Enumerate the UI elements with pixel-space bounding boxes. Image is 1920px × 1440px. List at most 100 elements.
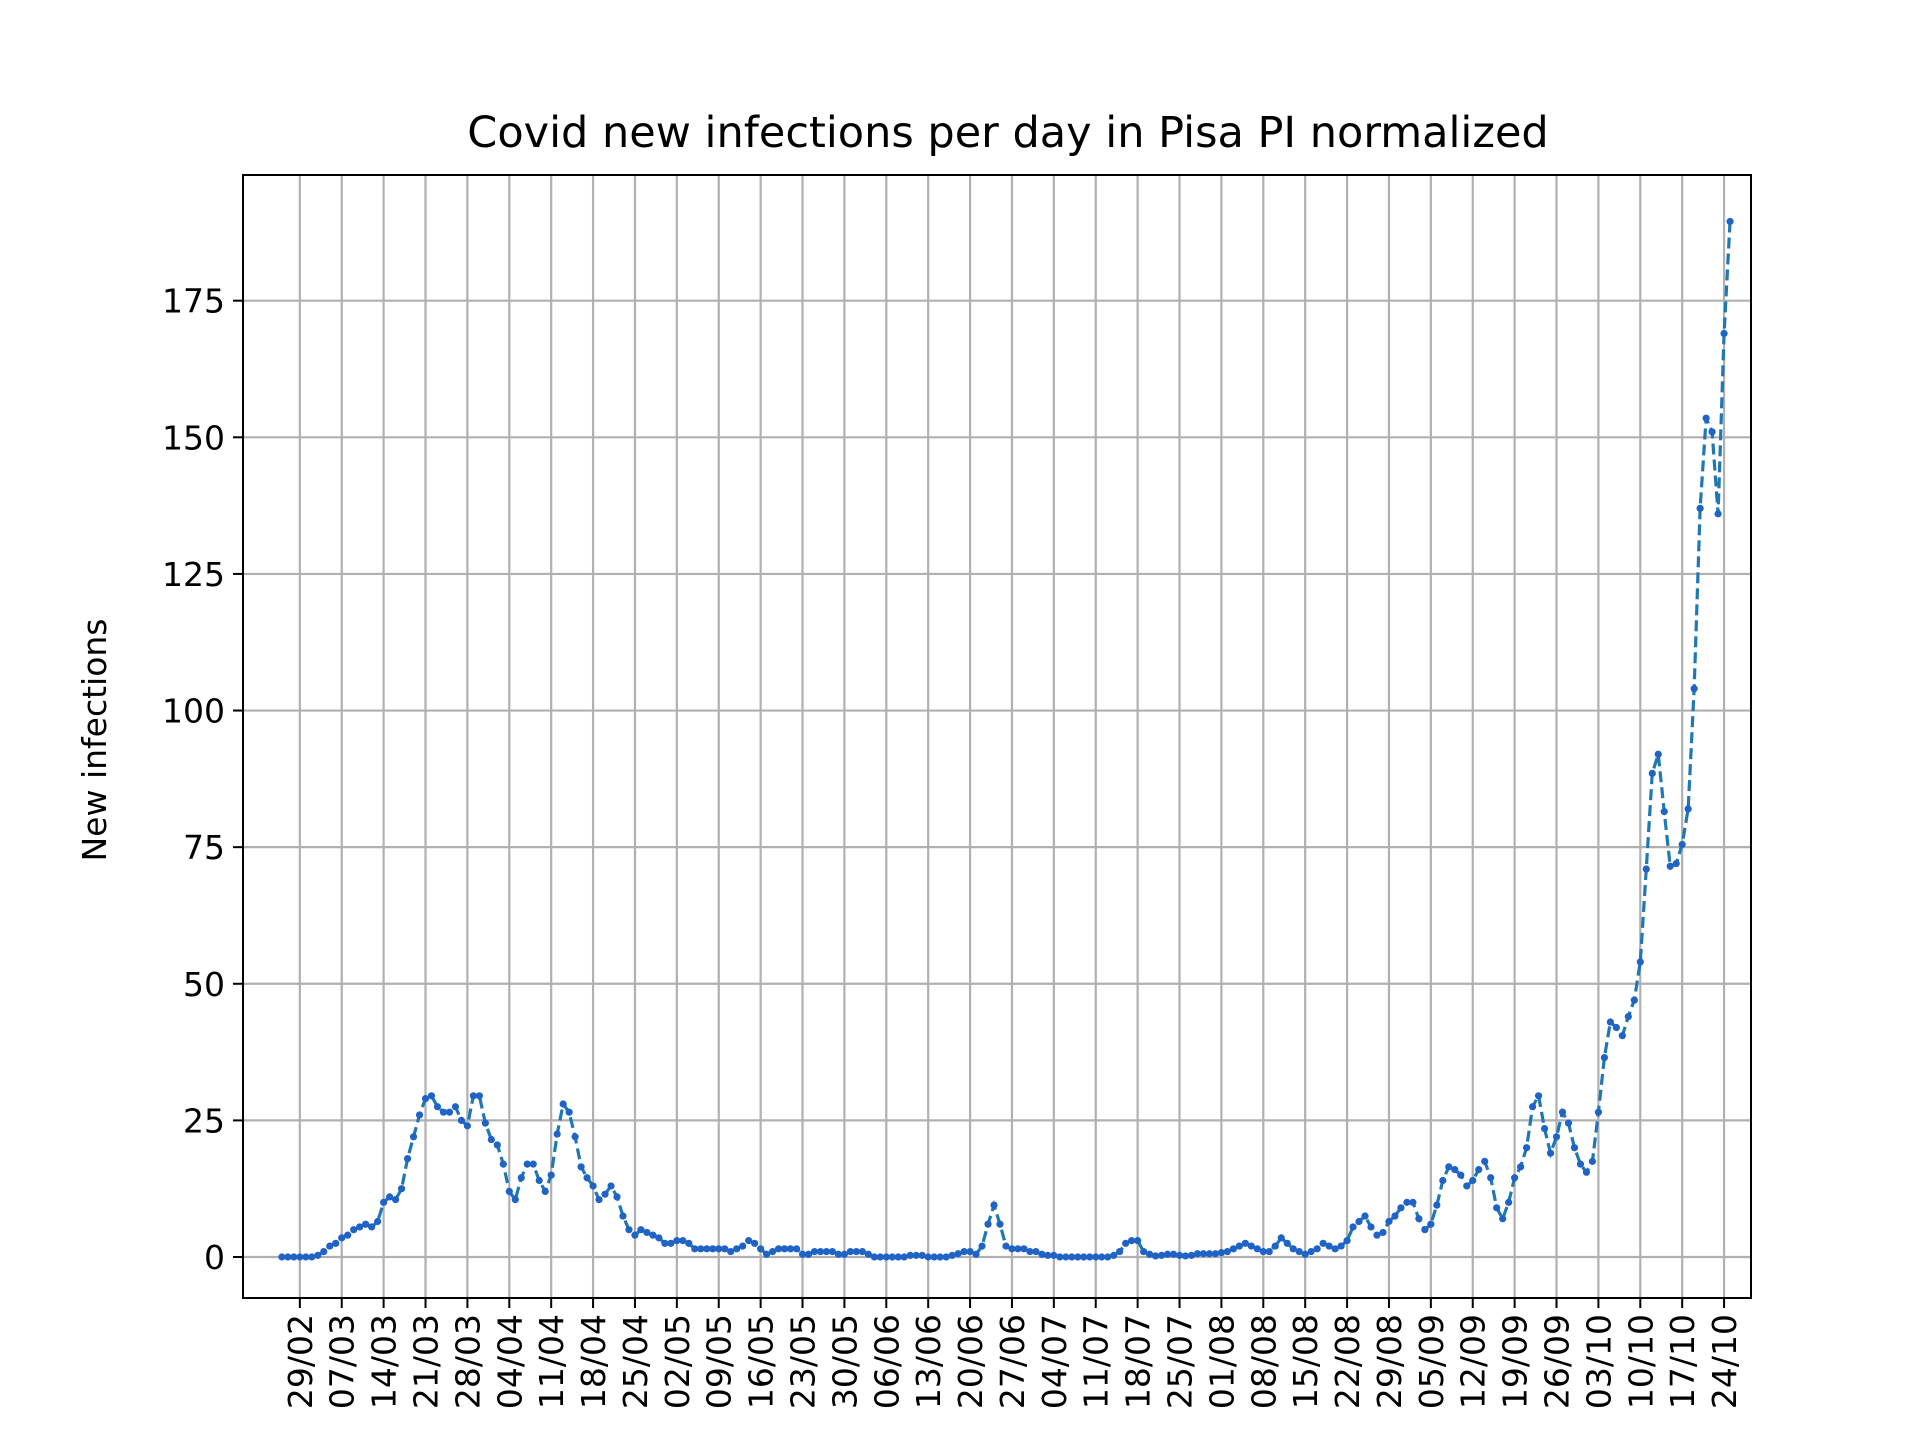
data-point (296, 1253, 304, 1261)
data-point (1499, 1215, 1507, 1223)
data-point (888, 1253, 896, 1261)
data-point (445, 1108, 454, 1116)
data-point (1505, 1198, 1513, 1206)
data-point (1253, 1245, 1261, 1253)
data-point (374, 1217, 382, 1226)
data-point (1193, 1250, 1202, 1258)
data-point (1026, 1247, 1034, 1256)
data-point (631, 1231, 639, 1239)
data-point (798, 1250, 807, 1258)
data-point (745, 1237, 753, 1245)
data-point (1223, 1247, 1231, 1256)
data-point (1463, 1182, 1471, 1190)
data-point (643, 1228, 651, 1237)
data-point (1534, 1092, 1543, 1100)
data-point (1588, 1157, 1597, 1165)
y-tick-label: 50 (183, 965, 225, 1004)
data-point (1439, 1176, 1447, 1185)
data-point (1409, 1198, 1417, 1206)
data-point (697, 1245, 705, 1253)
data-point (846, 1247, 854, 1256)
y-tick-label: 25 (183, 1101, 225, 1140)
data-point (1301, 1250, 1309, 1258)
data-point (882, 1253, 890, 1261)
x-tick-label: 23/05 (784, 1314, 823, 1409)
x-tick-label: 07/03 (323, 1314, 362, 1409)
data-point (571, 1133, 579, 1141)
data-point (1235, 1242, 1243, 1250)
data-point (1038, 1250, 1046, 1258)
data-point (559, 1100, 567, 1108)
data-point (338, 1234, 346, 1242)
data-point (948, 1251, 956, 1259)
data-point (900, 1253, 908, 1261)
data-point (1361, 1212, 1369, 1220)
data-point (1283, 1239, 1291, 1247)
x-tick-label: 05/09 (1412, 1314, 1451, 1409)
data-point (840, 1250, 849, 1258)
data-point (421, 1094, 430, 1103)
y-tick-label: 175 (162, 282, 225, 321)
x-tick-label: 04/04 (490, 1314, 529, 1409)
data-point (1433, 1201, 1441, 1209)
data-point (362, 1220, 370, 1228)
data-point (1421, 1226, 1429, 1234)
data-point (397, 1185, 406, 1193)
data-point (1522, 1144, 1531, 1152)
data-point (1576, 1160, 1585, 1168)
x-tick-label: 04/07 (1035, 1314, 1074, 1409)
data-point (1355, 1217, 1363, 1226)
data-point (1445, 1163, 1453, 1171)
data-point (834, 1250, 843, 1258)
x-tick-label: 15/08 (1286, 1314, 1325, 1409)
data-point (326, 1242, 334, 1250)
series-layer (278, 217, 1734, 1261)
data-point (822, 1247, 831, 1256)
data-point (1032, 1247, 1040, 1256)
data-point (768, 1247, 777, 1256)
data-point (828, 1247, 837, 1256)
data-point (966, 1247, 974, 1256)
data-point (1552, 1133, 1561, 1141)
data-point (1265, 1247, 1273, 1256)
data-point (691, 1245, 699, 1253)
data-point (1624, 1012, 1632, 1021)
data-point (613, 1193, 621, 1201)
data-point (439, 1108, 448, 1116)
data-point (1110, 1251, 1118, 1259)
chart-title: Covid new infections per day in Pisa PI … (467, 108, 1548, 158)
data-point (403, 1155, 412, 1163)
x-tick-label: 03/10 (1579, 1314, 1618, 1409)
data-point (284, 1253, 292, 1261)
data-point (1714, 510, 1722, 518)
data-point (1379, 1228, 1387, 1237)
data-point (1104, 1253, 1112, 1261)
x-tick-label: 27/06 (993, 1314, 1032, 1409)
data-point (1660, 808, 1668, 816)
data-point (1277, 1234, 1285, 1242)
data-point (541, 1187, 549, 1196)
data-point (721, 1245, 729, 1253)
data-point (487, 1135, 495, 1144)
axis-ticks: 29/02 07/03 14/03 21/03 28/03 04/04 11/04 18/04… (162, 282, 1744, 1409)
data-point (864, 1250, 872, 1258)
data-point (332, 1239, 340, 1247)
data-point (870, 1253, 878, 1261)
data-point (1540, 1124, 1549, 1133)
data-point (565, 1108, 573, 1116)
data-point (380, 1198, 388, 1206)
data-point (655, 1234, 663, 1242)
data-point (583, 1174, 591, 1182)
data-point (1648, 769, 1656, 777)
data-point (1684, 805, 1692, 813)
data-point (1558, 1108, 1567, 1116)
data-point (1187, 1251, 1196, 1259)
x-tick-label: 11/07 (1077, 1314, 1116, 1409)
data-point (1116, 1247, 1124, 1256)
data-point (529, 1160, 537, 1168)
data-point (1654, 750, 1662, 758)
data-point (314, 1251, 322, 1259)
x-tick-label: 18/04 (574, 1314, 613, 1409)
data-point (1630, 996, 1638, 1004)
